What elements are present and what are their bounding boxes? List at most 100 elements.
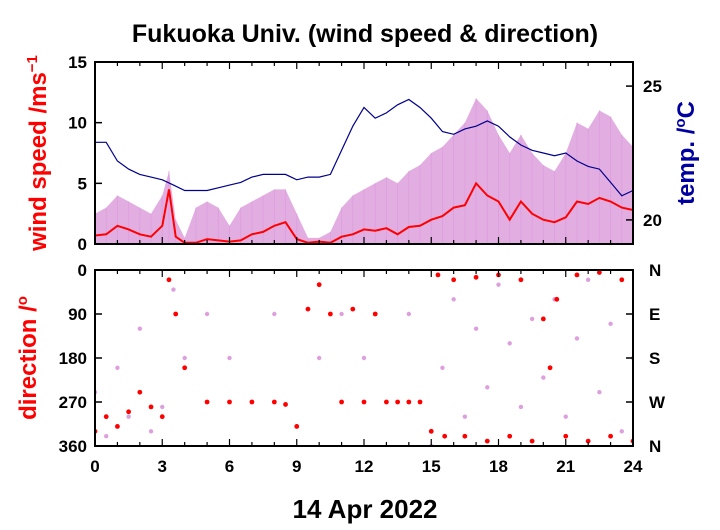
instant-direction-point <box>574 336 580 341</box>
mean-direction-point <box>451 277 457 283</box>
temperature-axis-label: temp. /oC <box>672 101 700 205</box>
x-tick-label: 9 <box>292 457 301 476</box>
mean-direction-point <box>173 311 179 317</box>
mean-direction-series <box>95 270 633 444</box>
mean-direction-point <box>249 399 255 405</box>
x-tick-label: 21 <box>556 457 575 476</box>
instant-direction-point <box>585 277 591 282</box>
speed-y-tick-label: 15 <box>68 53 87 72</box>
mean-direction-point <box>137 389 143 395</box>
instant-direction-point <box>462 414 468 419</box>
instant-direction-point <box>316 355 322 361</box>
mean-direction-point <box>547 365 553 371</box>
direction-axis-ticks: 0 N 90 E 180 S 270 W 360 N 0 3 6 9 12 15 18 21 24 <box>59 261 666 476</box>
chart-title: Fukuoka Univ. (wind speed & direction) <box>132 20 598 48</box>
mean-direction-point <box>204 399 210 405</box>
instant-direction-point <box>563 414 568 419</box>
mean-direction-point <box>361 399 367 405</box>
mean-direction-point <box>316 282 322 288</box>
mean-direction-point <box>554 296 560 302</box>
x-tick-label: 18 <box>489 457 508 476</box>
mean-direction-point <box>182 365 188 371</box>
instant-direction-point <box>148 429 154 434</box>
mean-direction-point <box>126 409 132 415</box>
direction-y-tick-label: 270 <box>59 393 87 412</box>
instant-direction-point <box>507 341 512 346</box>
compass-tick-label: N <box>649 261 661 280</box>
direction-panel: 0 N 90 E 180 S 270 W 360 N 0 3 6 9 12 15 18 21 24 <box>59 261 666 476</box>
instant-direction-point <box>272 311 277 317</box>
mean-direction-point <box>608 433 613 439</box>
instant-direction-point <box>160 404 165 410</box>
instant-direction-point <box>339 311 344 317</box>
temperature-axis-label-sup: o <box>672 118 689 127</box>
mean-direction-point <box>294 424 300 429</box>
compass-tick-label: N <box>649 437 661 456</box>
mean-direction-point <box>417 399 423 405</box>
direction-y-tick-label: 0 <box>78 261 87 280</box>
speed-y-tick-label: 0 <box>78 235 87 254</box>
mean-direction-point <box>115 424 120 429</box>
instant-direction-point <box>485 385 490 390</box>
wind-speed-axis-label-text: wind speed /ms <box>25 72 52 252</box>
compass-tick-label: W <box>649 393 666 412</box>
mean-direction-point <box>529 438 535 444</box>
mean-direction-point <box>540 316 546 322</box>
temperature-series <box>95 98 633 197</box>
instant-direction-point <box>361 355 367 361</box>
mean-direction-point <box>166 277 172 283</box>
mean-direction-point <box>283 402 288 407</box>
instant-direction-point <box>473 326 479 331</box>
mean-direction-point <box>574 272 580 278</box>
temperature-line <box>95 98 633 197</box>
x-tick-label: 24 <box>624 457 643 476</box>
instant-direction-point <box>518 404 524 410</box>
mean-direction-point <box>271 399 277 405</box>
direction-axis-label: direction /o <box>14 296 42 420</box>
instant-direction-point <box>496 282 501 287</box>
mean-direction-point <box>507 433 513 439</box>
wind-speed-axis-label: wind speed /ms−1 <box>24 55 52 252</box>
mean-direction-point <box>442 433 448 439</box>
mean-direction-point <box>585 438 591 444</box>
mean-direction-point <box>159 414 165 420</box>
instant-direction-point <box>406 311 412 317</box>
instant-direction-point <box>597 390 602 395</box>
compass-tick-label: E <box>649 305 660 324</box>
mean-direction-point <box>406 399 412 405</box>
instant-direction-point <box>137 326 143 331</box>
temp-y-tick-label: 25 <box>643 77 662 96</box>
instant-direction-point <box>529 316 535 322</box>
temperature-axis-label-text: temp. / <box>673 127 700 205</box>
speed-panel: 0 5 10 15 20 25 <box>68 53 662 254</box>
instant-direction-point <box>541 375 546 380</box>
x-tick-label: 15 <box>422 457 441 476</box>
instant-direction-point <box>227 355 232 361</box>
temp-y-tick-label: 20 <box>643 211 662 230</box>
instant-direction-point <box>619 429 624 434</box>
mean-direction-point <box>395 399 401 405</box>
direction-axis-label-sup: o <box>14 296 31 305</box>
mean-direction-point <box>435 272 441 278</box>
instant-direction-series <box>95 277 633 446</box>
x-axis-label: 14 Apr 2022 <box>292 494 437 524</box>
mean-direction-point <box>327 311 333 317</box>
wind-speed-axis-label-sup: −1 <box>24 55 41 72</box>
speed-axis-ticks: 0 5 10 15 20 25 <box>68 53 662 254</box>
mean-direction-point <box>619 277 625 283</box>
x-tick-label: 0 <box>90 457 99 476</box>
direction-axis-label-text: direction / <box>15 305 42 420</box>
mean-direction-point <box>518 277 524 283</box>
x-tick-label: 12 <box>355 457 374 476</box>
direction-y-tick-label: 360 <box>59 437 87 456</box>
mean-direction-point <box>384 399 389 405</box>
instant-direction-point <box>440 365 445 370</box>
mean-direction-point <box>563 433 569 439</box>
mean-direction-point <box>428 428 434 434</box>
direction-y-tick-label: 180 <box>59 349 87 368</box>
mean-direction-point <box>372 311 378 317</box>
mean-direction-point <box>148 404 154 410</box>
instant-direction-point <box>171 287 176 292</box>
mean-direction-point <box>473 274 479 280</box>
